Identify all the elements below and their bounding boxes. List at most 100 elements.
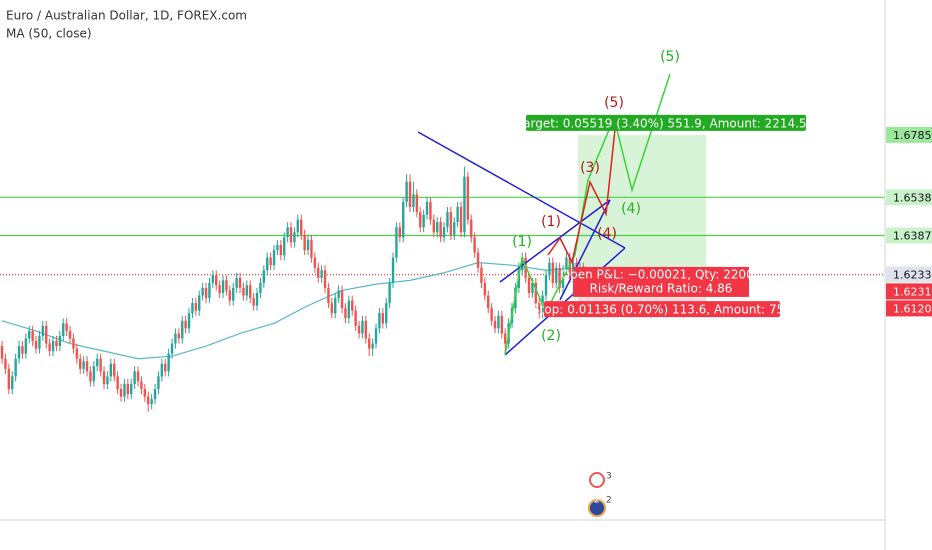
candle-body: [357, 325, 361, 334]
candle: [463, 166, 466, 238]
candle: [160, 358, 164, 382]
candle-body: [266, 257, 269, 271]
candle-body: [232, 287, 235, 301]
candle: [140, 376, 143, 395]
candle-body: [157, 376, 160, 390]
candle-body: [351, 300, 354, 311]
candle: [402, 196, 405, 243]
candle: [286, 222, 289, 243]
candle-body: [551, 262, 555, 283]
candle: [102, 366, 106, 390]
trendline: [499, 199, 611, 283]
candle: [198, 290, 201, 316]
price-label: 1.61200: [893, 302, 932, 315]
candle: [500, 310, 504, 339]
candle: [347, 295, 351, 324]
candle-body: [126, 383, 130, 395]
candle-body: [432, 219, 436, 233]
candle: [259, 277, 262, 299]
wave-label: (4): [621, 201, 641, 217]
candle-body: [211, 275, 215, 283]
candle: [150, 394, 153, 410]
wave-label: (1): [541, 214, 561, 230]
candle: [306, 234, 310, 256]
candle-body: [92, 366, 96, 382]
price-label-bg: [886, 227, 932, 244]
candle: [266, 252, 269, 276]
candle: [232, 282, 235, 306]
candle-body: [446, 212, 449, 228]
candle-body: [453, 222, 456, 235]
candle-body: [113, 363, 116, 377]
candle-body: [531, 282, 534, 293]
candle: [119, 383, 123, 402]
candle-body: [147, 396, 150, 405]
badge-count: 2: [594, 496, 600, 506]
candle: [381, 308, 385, 329]
candle-body: [473, 237, 476, 253]
candle: [415, 189, 419, 218]
candle: [313, 252, 317, 273]
candle-body: [276, 244, 279, 251]
candle-body: [99, 358, 102, 372]
candle-body: [279, 244, 283, 256]
candle: [201, 282, 204, 301]
candle-body: [391, 257, 395, 283]
price-label-bg: [886, 283, 932, 300]
candle: [21, 341, 24, 359]
candle: [534, 277, 538, 309]
candle: [24, 333, 28, 359]
candle: [48, 338, 51, 357]
candle-body: [187, 313, 191, 329]
price-label: 1.65384: [893, 191, 932, 204]
candle: [211, 270, 215, 288]
candle-body: [480, 267, 483, 283]
candle-body: [89, 371, 92, 382]
candle-body: [177, 333, 181, 339]
candle: [558, 262, 561, 293]
candle-body: [412, 194, 415, 208]
candle-body: [337, 290, 340, 299]
candle-body: [255, 292, 259, 306]
candle-body: [405, 181, 408, 202]
candle-body: [143, 389, 147, 397]
candle-body: [38, 335, 41, 349]
candle-body: [51, 341, 55, 352]
candle-body: [283, 237, 286, 256]
wave-label: (4): [597, 226, 617, 242]
candle: [181, 315, 184, 344]
candle-body: [198, 295, 201, 311]
candle-body: [262, 270, 266, 283]
candle: [429, 196, 432, 225]
candle-body: [483, 282, 487, 296]
wave-label: (2): [541, 328, 561, 344]
candle-body: [62, 323, 65, 336]
wave-label: (1): [512, 234, 532, 250]
price-label: 1.63874: [893, 230, 932, 243]
candle-body: [395, 227, 398, 258]
candle: [89, 366, 92, 387]
candle-body: [422, 214, 425, 228]
candle-body: [368, 338, 371, 349]
candle-body: [398, 227, 402, 238]
candle-body: [150, 399, 153, 405]
position-label: Target: 0.05519 (3.40%) 551.9, Amount: 2…: [517, 116, 814, 130]
candle: [75, 343, 79, 364]
wave-label: (5): [660, 49, 680, 65]
candle-body: [160, 363, 164, 377]
candle-body: [340, 290, 344, 309]
candle: [218, 280, 221, 299]
candle-body: [75, 348, 79, 359]
candle-body: [347, 300, 351, 319]
candle-body: [459, 207, 463, 233]
candle: [242, 282, 245, 301]
candle-body: [381, 313, 385, 324]
position-label-bg: [573, 266, 749, 297]
candle: [221, 275, 225, 299]
candle: [45, 320, 48, 349]
candle-body: [504, 333, 507, 344]
candle: [293, 227, 296, 248]
candle-body: [487, 295, 490, 309]
candle: [419, 207, 422, 233]
candle-body: [306, 239, 310, 251]
